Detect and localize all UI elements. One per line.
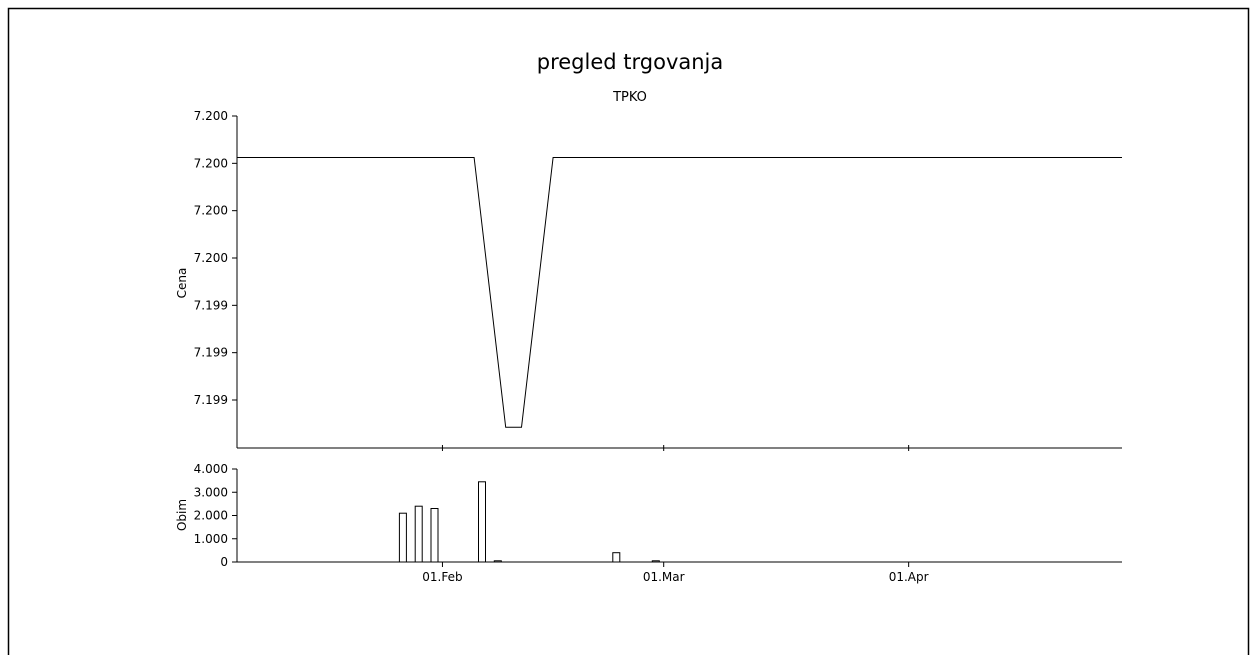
x-tick-label: 01.Feb [422,570,462,584]
volume-bar [398,512,407,563]
price-y-tick-label: 7.200 [194,156,228,170]
price-y-tick-label: 7.199 [194,346,228,360]
volume-bar [478,481,486,563]
volume-y-tick-label: 3.000 [194,485,228,499]
volume-bar [414,505,423,563]
x-tick-label: 01.Mar [643,570,685,584]
volume-bar [612,552,621,563]
price-y-tick-label: 7.200 [194,109,228,123]
plot-layer: 7.200 7.200 7.200 7.200 7.199 7.199 7.199 4.000… [194,109,1122,584]
volume-y-tick-label: 4.000 [194,462,228,476]
price-y-tick-label: 7.199 [194,393,228,407]
volume-y-tick-label: 1.000 [194,532,228,546]
volume-y-tick-label: 2.000 [194,509,228,523]
outer-border [7,7,1250,655]
chart-title: pregled trgovanja [537,50,724,74]
price-y-tick-label: 7.199 [194,298,228,312]
price-y-tick-label: 7.200 [194,204,228,218]
volume-bar [493,560,502,563]
volume-bar [430,508,439,563]
volume-y-tick-label: 0 [220,555,228,569]
chart-subtitle: TPKO [612,90,647,105]
price-y-axis-label: Cena [175,268,189,299]
volume-bar [651,560,660,563]
x-tick-label: 01.Apr [889,570,929,584]
volume-y-axis-label: Obim [175,499,189,531]
price-line-series [237,157,1122,428]
price-y-tick-label: 7.200 [194,251,228,265]
